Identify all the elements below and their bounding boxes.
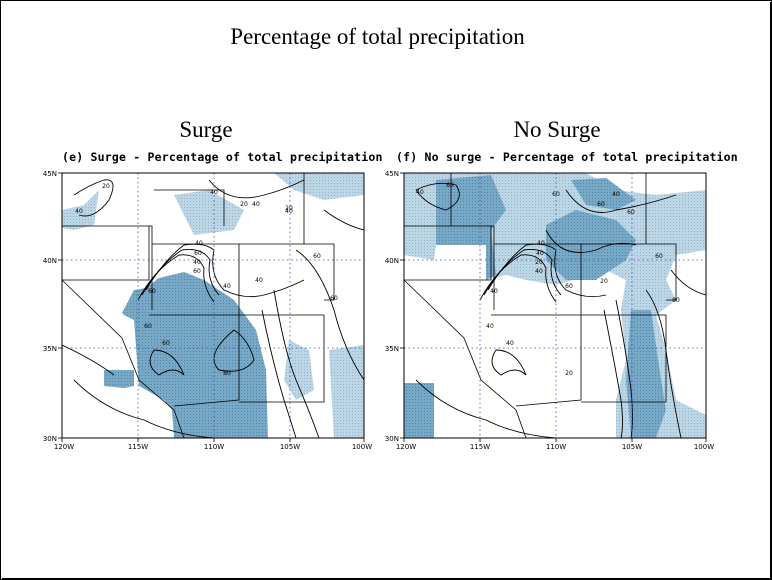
lon-label: 120W	[54, 443, 74, 451]
contour-label: 40	[537, 240, 545, 247]
map-panel-no-surge: (f) No surge - Percentage of total preci…	[376, 150, 738, 455]
lat-label: 35N	[43, 345, 57, 353]
contour-label: 60	[655, 253, 663, 260]
lon-label: 120W	[396, 443, 416, 451]
shaded-area	[571, 178, 636, 210]
grid-lines	[404, 173, 706, 438]
lon-label: 110W	[546, 443, 566, 451]
contour-label: 40	[223, 283, 231, 290]
shaded-area	[329, 345, 364, 438]
lon-label: 110W	[204, 443, 224, 451]
lon-label: 105W	[622, 443, 642, 451]
contour-labels: 20 40 20 40 40 20 40 60 40 60 40 60 60 6…	[75, 183, 338, 377]
contour-label: 60	[552, 191, 560, 198]
axis-ticks	[58, 172, 365, 442]
lon-label: 100W	[694, 443, 714, 451]
contour-label: 40	[486, 323, 494, 330]
map-title: (f) No surge - Percentage of total preci…	[396, 150, 738, 164]
contour-label: 40	[210, 189, 218, 196]
contour-label: 80	[672, 297, 680, 304]
contour-label: 60	[565, 283, 573, 290]
contour-label: 40	[252, 201, 260, 208]
map-title: (e) Surge - Percentage of total precipit…	[62, 150, 383, 164]
lat-label: 40N	[43, 257, 57, 265]
contour-label: 40	[416, 189, 424, 196]
lat-label: 35N	[385, 345, 399, 353]
contour-label: 40	[612, 191, 620, 198]
contour-label: 40	[506, 340, 514, 347]
lat-label: 45N	[43, 170, 57, 178]
lat-label: 30N	[385, 435, 399, 443]
contour-label: 20	[600, 278, 608, 285]
contour-label: 60	[330, 295, 338, 302]
slide-shadow	[2, 578, 772, 580]
contour-label: 60	[144, 323, 152, 330]
contour-label: 80	[223, 370, 231, 377]
contour-label: 40	[75, 208, 83, 215]
contour-labels: 40 60 60 60 40 60 40 40 20 40 60 80 40 2…	[416, 182, 680, 377]
map-border	[61, 172, 365, 439]
slide-shadow	[770, 2, 772, 580]
shaded-area	[436, 175, 506, 280]
shaded-area	[284, 340, 314, 400]
shaded-area	[199, 173, 364, 200]
contour-label: 60	[194, 250, 202, 257]
lon-label: 115W	[470, 443, 490, 451]
shaded-area	[174, 190, 244, 235]
contour-label: 20	[240, 201, 248, 208]
contour-label: 20	[535, 259, 543, 266]
lat-label: 45N	[385, 170, 399, 178]
contour-label: 40	[490, 288, 498, 295]
slide-title: Percentage of total precipitation	[230, 24, 525, 49]
map-surge: 45N 40N 35N 30N 120W 115W 110W 105W 100W…	[43, 170, 372, 451]
contour-label: 40	[535, 268, 543, 275]
state-boundaries	[62, 173, 335, 438]
contour-label: 60	[148, 288, 156, 295]
contour-label: 40	[285, 208, 293, 215]
shaded-area	[404, 383, 434, 438]
map-no-surge: 45N 40N 35N 30N 120W 115W 110W 105W 100W…	[385, 170, 714, 451]
contour-label: 60	[313, 253, 321, 260]
contour-lines	[62, 179, 364, 438]
shaded-area	[626, 310, 666, 438]
shaded-area	[546, 210, 636, 280]
contour-label: 60	[193, 268, 201, 275]
panel-label-surge: Surge	[179, 117, 233, 142]
lon-label: 100W	[352, 443, 372, 451]
map-border	[403, 172, 707, 439]
contour-label: 40	[255, 277, 263, 284]
contour-label: 40	[193, 259, 201, 266]
shaded-area	[62, 190, 99, 230]
lon-label: 105W	[280, 443, 300, 451]
axis-ticks	[400, 172, 707, 442]
grid-lines	[62, 173, 364, 438]
contour-label: 40	[536, 250, 544, 257]
contour-label: 20	[285, 205, 293, 212]
contour-label: 60	[446, 182, 454, 189]
contour-label: 20	[102, 183, 110, 190]
lat-label: 40N	[385, 257, 399, 265]
panel-label-no-surge: No Surge	[513, 117, 601, 142]
contour-label: 40	[195, 240, 203, 247]
lon-label: 115W	[128, 443, 148, 451]
shaded-area	[104, 370, 134, 388]
contour-label: 60	[627, 209, 635, 216]
contour-label: 60	[597, 201, 605, 208]
contour-label: 60	[162, 340, 170, 347]
map-panel-surge: (e) Surge - Percentage of total precipit…	[34, 150, 383, 455]
lat-label: 30N	[43, 435, 57, 443]
contour-label: 20	[565, 370, 573, 377]
